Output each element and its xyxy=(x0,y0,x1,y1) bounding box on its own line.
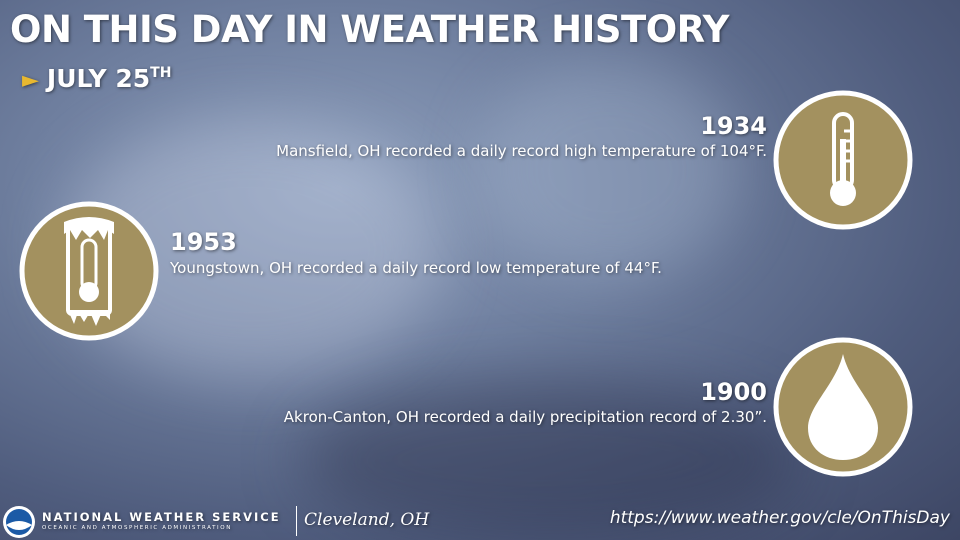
event-year: 1953 xyxy=(170,228,237,256)
event-text: Youngstown, OH recorded a daily record l… xyxy=(170,259,662,277)
org-name: NATIONAL WEATHER SERVICE xyxy=(42,510,281,524)
title: ON THIS DAY IN WEATHER HISTORY xyxy=(10,8,729,51)
date-text: JULY 25 xyxy=(46,64,151,93)
url: https://www.weather.gov/cle/OnThisDay xyxy=(609,508,950,528)
date: ► JULY 25TH xyxy=(22,64,171,93)
arrow-icon: ► xyxy=(22,68,39,93)
event-text: Mansfield, OH recorded a daily record hi… xyxy=(276,142,767,160)
noaa-logo xyxy=(3,506,35,538)
org-subtitle: OCEANIC AND ATMOSPHERIC ADMINISTRATION xyxy=(42,525,232,531)
divider xyxy=(296,506,297,536)
event-text: Akron-Canton, OH recorded a daily precip… xyxy=(283,408,767,426)
cloud xyxy=(480,60,740,280)
thermometer-icon xyxy=(773,90,913,230)
frozen-thermometer-icon xyxy=(19,201,159,341)
office: Cleveland, OH xyxy=(304,510,430,530)
event-year: 1900 xyxy=(700,378,767,406)
cloud xyxy=(300,380,800,540)
raindrop-icon xyxy=(773,337,913,477)
event-year: 1934 xyxy=(700,112,767,140)
date-suffix: TH xyxy=(150,65,172,81)
